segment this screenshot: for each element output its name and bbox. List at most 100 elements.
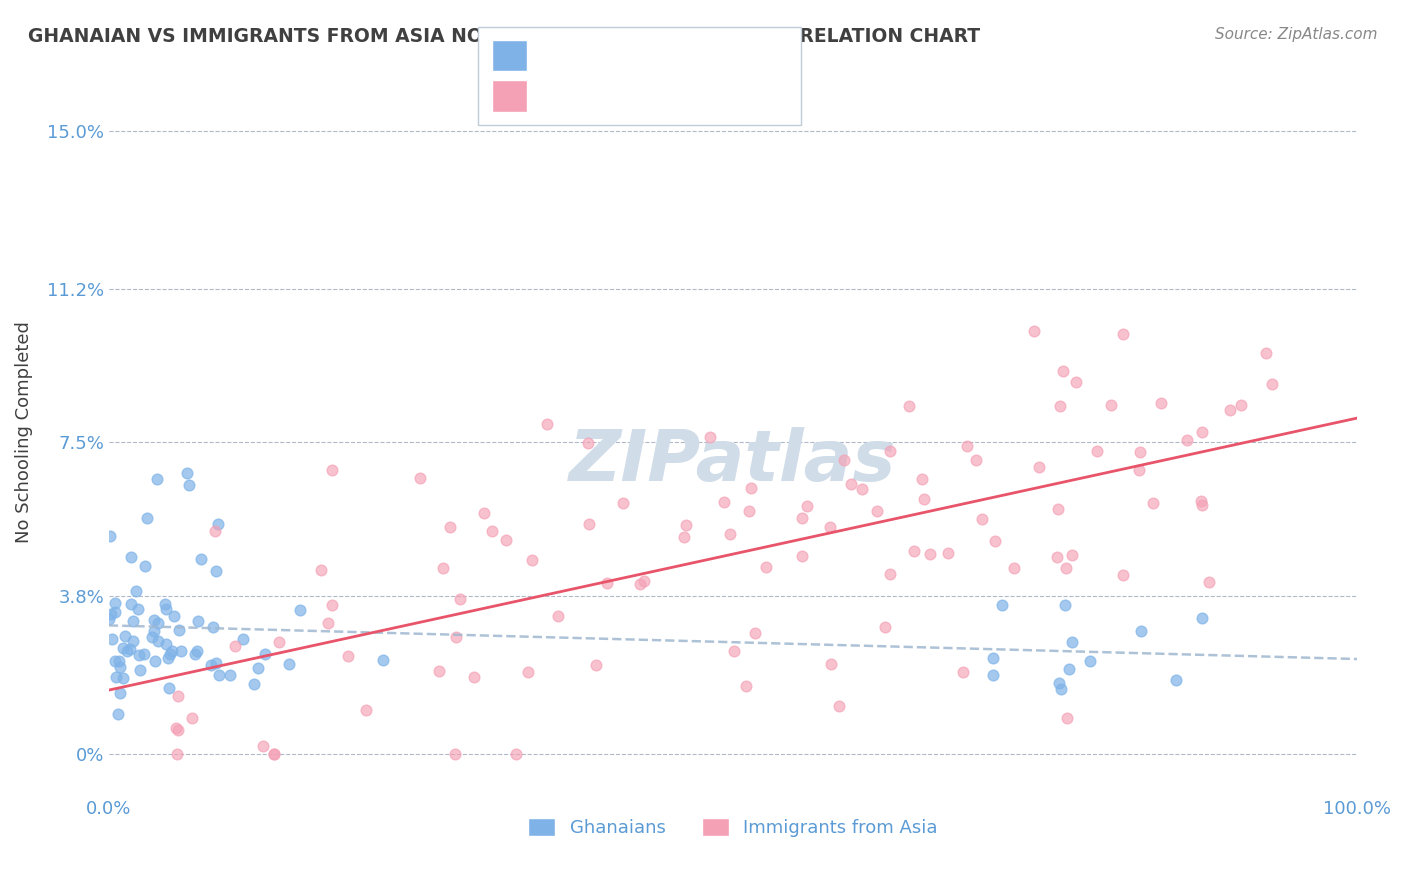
Point xyxy=(1261,376,1284,391)
Point xyxy=(449,592,471,607)
Point xyxy=(744,626,766,640)
Point xyxy=(444,747,467,761)
Point xyxy=(204,524,226,538)
Point xyxy=(520,553,543,567)
Point xyxy=(1002,561,1025,575)
Point xyxy=(167,623,190,637)
Point xyxy=(104,596,127,610)
Point xyxy=(166,747,188,761)
Point xyxy=(1054,561,1077,575)
Point xyxy=(309,563,332,577)
Point xyxy=(202,620,225,634)
Point xyxy=(1175,434,1198,448)
Point xyxy=(1230,398,1253,412)
Point xyxy=(104,654,127,668)
Point xyxy=(115,643,138,657)
Point xyxy=(232,632,254,646)
Point xyxy=(176,466,198,480)
Point xyxy=(675,517,697,532)
Point xyxy=(1057,662,1080,676)
Point xyxy=(1128,463,1150,477)
Point xyxy=(111,640,134,655)
Point xyxy=(1052,364,1074,378)
Point xyxy=(184,647,207,661)
Point xyxy=(1099,398,1122,412)
Point xyxy=(903,544,925,558)
Point xyxy=(790,549,813,563)
Point xyxy=(163,608,186,623)
Point xyxy=(110,686,132,700)
Point xyxy=(1047,502,1070,516)
Point xyxy=(820,657,842,672)
Point xyxy=(734,679,756,693)
Point xyxy=(224,639,246,653)
Point xyxy=(918,548,941,562)
Point xyxy=(1112,567,1135,582)
Text: GHANAIAN VS IMMIGRANTS FROM ASIA NO SCHOOLING COMPLETED CORRELATION CHART: GHANAIAN VS IMMIGRANTS FROM ASIA NO SCHO… xyxy=(28,27,980,45)
Point xyxy=(1150,396,1173,410)
Point xyxy=(180,711,202,725)
Point xyxy=(122,614,145,628)
Point xyxy=(432,561,454,575)
Point xyxy=(517,665,540,679)
Point xyxy=(495,533,517,548)
Point xyxy=(912,492,935,507)
Point xyxy=(866,503,889,517)
Point xyxy=(219,667,242,681)
Point xyxy=(673,530,696,544)
Point xyxy=(159,647,181,661)
Point xyxy=(120,549,142,564)
Point xyxy=(911,472,934,486)
Point xyxy=(612,496,634,510)
Point xyxy=(155,602,177,616)
Point xyxy=(120,642,142,657)
Point xyxy=(165,721,187,735)
Point xyxy=(472,506,495,520)
Point xyxy=(108,654,131,668)
Point xyxy=(205,656,228,670)
Point xyxy=(952,665,974,680)
Point xyxy=(1049,399,1071,413)
Point xyxy=(578,516,600,531)
Point xyxy=(481,524,503,539)
Point xyxy=(142,624,165,638)
Point xyxy=(135,511,157,525)
Point xyxy=(200,657,222,672)
Point xyxy=(337,648,360,663)
Point xyxy=(879,567,901,582)
Point xyxy=(839,476,862,491)
Point xyxy=(125,583,148,598)
Point xyxy=(153,597,176,611)
Point xyxy=(956,439,979,453)
Point xyxy=(186,644,208,658)
Point xyxy=(290,603,312,617)
Point xyxy=(585,657,607,672)
Point xyxy=(897,399,920,413)
Point xyxy=(143,654,166,668)
Point xyxy=(832,452,855,467)
Point xyxy=(207,516,229,531)
Point xyxy=(1130,624,1153,639)
Text: ZIPatlas: ZIPatlas xyxy=(569,426,897,496)
Point xyxy=(104,605,127,619)
Point xyxy=(354,703,377,717)
Point xyxy=(851,482,873,496)
Point xyxy=(1191,425,1213,439)
Point xyxy=(633,574,655,588)
Point xyxy=(790,510,813,524)
Point xyxy=(1064,375,1087,389)
Point xyxy=(166,690,188,704)
Point xyxy=(128,648,150,662)
Point xyxy=(107,706,129,721)
Point xyxy=(316,615,339,630)
Point xyxy=(160,644,183,658)
Text: R =  0.528  N = 103: R = 0.528 N = 103 xyxy=(537,85,744,103)
Point xyxy=(796,499,818,513)
Point xyxy=(409,471,432,485)
Point xyxy=(628,576,651,591)
Point xyxy=(738,504,761,518)
Point xyxy=(879,444,901,458)
Point xyxy=(98,529,121,543)
Point xyxy=(108,659,131,673)
Point xyxy=(1191,498,1213,512)
